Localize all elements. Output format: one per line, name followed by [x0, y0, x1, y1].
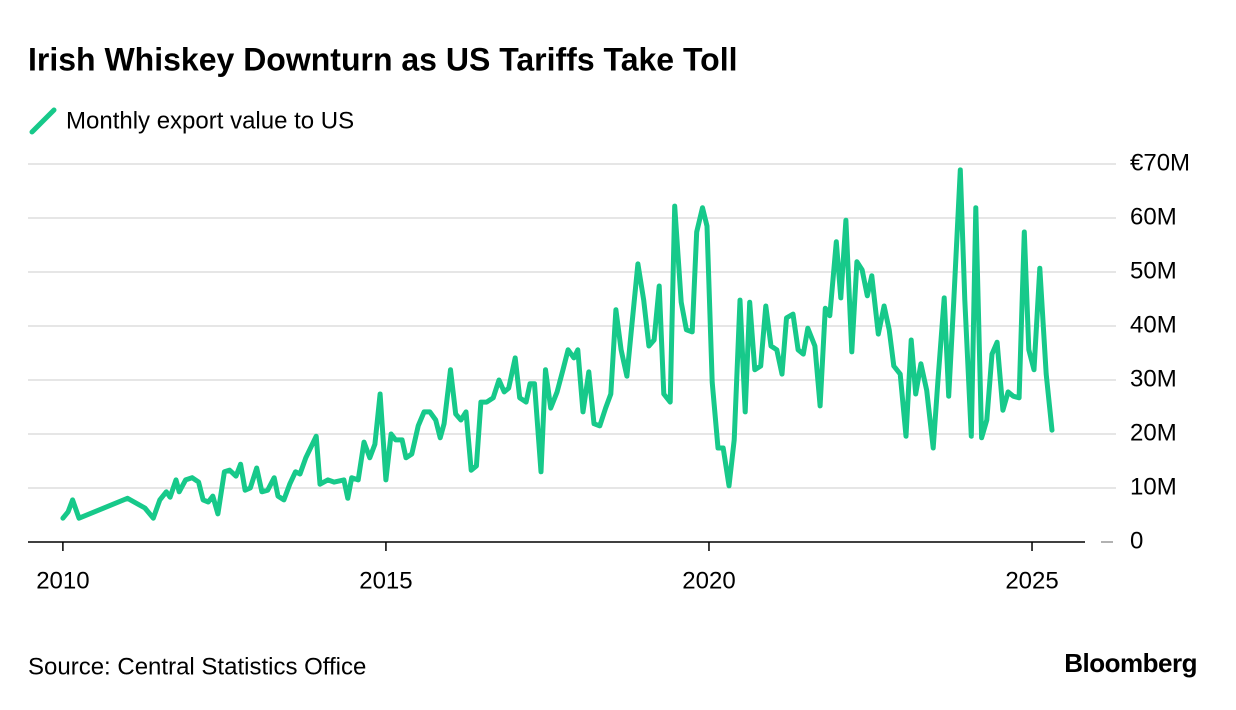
y-tick-label: €70M — [1130, 149, 1190, 176]
y-tick-label: 0 — [1130, 527, 1143, 554]
y-tick-label: 40M — [1130, 311, 1177, 338]
y-tick-label: 50M — [1130, 257, 1177, 284]
chart-title: Irish Whiskey Downturn as US Tariffs Tak… — [28, 41, 737, 77]
legend-label: Monthly export value to US — [66, 107, 354, 134]
y-tick-label: 60M — [1130, 203, 1177, 230]
legend-swatch — [29, 107, 57, 135]
source: Source: Central Statistics Office — [28, 653, 366, 680]
x-tick-label: 2020 — [682, 567, 735, 594]
x-tick-label: 2015 — [359, 567, 412, 594]
line — [60, 167, 1055, 521]
x-tick-label: 2025 — [1005, 567, 1058, 594]
y-tick-label: 10M — [1130, 473, 1177, 500]
y-tick-label: 20M — [1130, 419, 1177, 446]
x-tick-label: 2010 — [36, 567, 89, 594]
brand: Bloomberg — [1064, 648, 1197, 678]
y-tick-label: 30M — [1130, 365, 1177, 392]
